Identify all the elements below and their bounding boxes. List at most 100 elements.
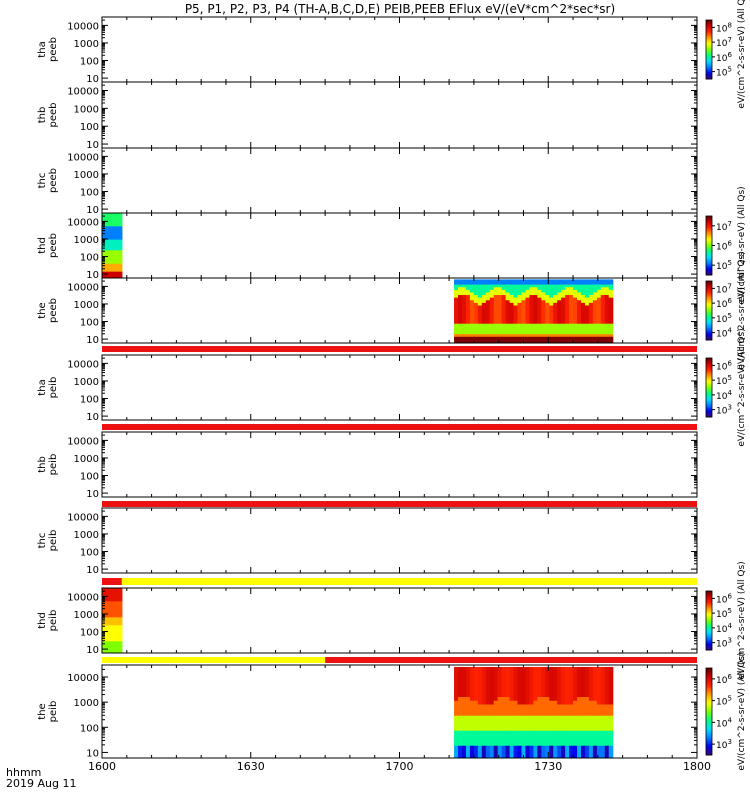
spectrogram-cell — [469, 730, 475, 736]
colorbar-tick-label: 103 — [716, 637, 732, 650]
spectrogram-cell — [473, 331, 479, 335]
spectrogram-cell — [529, 726, 534, 732]
spectrogram-cell — [493, 297, 499, 301]
spectrogram-cell — [485, 300, 491, 304]
spectrogram-cell — [109, 644, 115, 648]
spectrogram-cell — [577, 292, 582, 296]
spectrogram-cell — [117, 596, 123, 600]
spectrogram-cell — [489, 693, 495, 698]
colorbar-cell — [706, 25, 712, 28]
spectrogram-cell — [509, 310, 515, 314]
species-label: peeb — [48, 168, 59, 193]
spectrogram-cell — [458, 681, 463, 687]
spectrogram-cell — [577, 295, 582, 299]
colorbar-cell — [706, 713, 712, 717]
spectrogram-cell — [481, 734, 487, 739]
spectrogram-cell — [557, 689, 562, 694]
spectrogram-cell — [577, 323, 582, 327]
colorbar-cell — [706, 273, 712, 276]
spectrogram-cell — [513, 681, 519, 687]
spectrogram-cell — [569, 696, 574, 702]
spectrogram-cell — [541, 279, 546, 283]
spectrogram-cell — [505, 753, 511, 758]
spectrogram-cell — [458, 295, 463, 299]
spectrogram-cell — [573, 738, 578, 743]
spectrogram-cell — [473, 738, 479, 743]
spectrogram-cell — [105, 221, 111, 225]
colorbar-cell — [706, 310, 712, 313]
spectrogram-cell — [454, 711, 459, 717]
spectrogram-cell — [600, 279, 606, 283]
species-label: peeb — [48, 233, 59, 258]
spectrogram-cell — [537, 730, 542, 736]
spectrogram-cell — [509, 734, 515, 739]
spectrogram-cell — [489, 738, 495, 743]
spectrogram-cell — [573, 670, 578, 676]
spectrogram-cell — [608, 681, 614, 687]
spectrogram-cell — [600, 711, 606, 717]
colorbar-cell — [706, 642, 712, 645]
spectrogram-cell — [569, 310, 574, 314]
spectrogram-cell — [465, 302, 471, 307]
spectrogram-cell — [549, 689, 554, 694]
probe-label: tha — [37, 379, 48, 395]
spectrogram-cell — [485, 693, 491, 698]
spectrogram-cell — [489, 723, 495, 728]
spectrogram-cell — [577, 685, 582, 691]
spectrogram-cell — [577, 300, 582, 304]
spectrogram-cell — [465, 666, 471, 672]
spectrogram-cell — [541, 292, 546, 296]
spectrogram-cell — [569, 279, 574, 283]
spectrogram-cell — [604, 674, 610, 679]
spectrogram-cell — [493, 749, 499, 754]
spectrogram-cell — [489, 681, 495, 687]
spectrogram-cell — [608, 708, 614, 713]
spectrogram-cell — [525, 674, 531, 679]
spectrogram-cell — [485, 696, 491, 702]
spectrogram-cell — [561, 681, 566, 687]
spectrogram-cell — [485, 297, 491, 301]
spectrogram-cell — [600, 339, 606, 343]
colorbar-cell — [706, 43, 712, 46]
spectrogram-cell — [525, 321, 531, 325]
colorbar-cell — [706, 46, 712, 49]
y-tick-label: 1000 — [74, 104, 99, 115]
spectrogram-cell — [473, 693, 479, 698]
spectrogram-cell — [525, 730, 531, 736]
spectrogram-cell — [580, 295, 586, 299]
spectrogram-cell — [513, 696, 519, 702]
spectrogram-cell — [525, 315, 531, 320]
colorbar-cell — [706, 56, 712, 59]
spectrogram-cell — [573, 328, 578, 333]
spectrogram-cell — [533, 753, 538, 758]
spectrogram-cell — [113, 622, 119, 626]
spectrogram-cell — [557, 681, 562, 687]
spectrogram-cell — [501, 700, 507, 706]
spectrogram-cell — [588, 670, 594, 676]
spectrogram-cell — [580, 745, 586, 751]
spectrogram-cell — [600, 726, 606, 732]
spectrogram-cell — [517, 693, 523, 698]
spectrogram-cell — [608, 685, 614, 691]
spectrogram-cell — [469, 282, 475, 286]
colorbar-cell — [706, 220, 712, 223]
spectrogram-cell — [592, 328, 598, 333]
spectrogram-cell — [469, 681, 475, 687]
spectrogram-cell — [533, 297, 538, 301]
spectrogram-cell — [600, 696, 606, 702]
spectrogram-cell — [517, 323, 523, 327]
spectrogram-cell — [584, 708, 590, 713]
spectrogram-cell — [521, 297, 527, 301]
spectrogram-cell — [584, 693, 590, 698]
spectrogram-cell — [473, 670, 479, 676]
spectrogram-cell — [592, 708, 598, 713]
spectrogram-cell — [465, 704, 471, 709]
spectrogram-cell — [493, 300, 499, 304]
spectrogram-cell — [509, 719, 515, 724]
spectrogram-cell — [113, 633, 119, 637]
spectrogram-cell — [458, 689, 463, 694]
spectrogram-cell — [604, 323, 610, 327]
spectrogram-cell — [584, 336, 590, 340]
colorbar — [706, 216, 712, 276]
spectrogram-cell — [541, 674, 546, 679]
